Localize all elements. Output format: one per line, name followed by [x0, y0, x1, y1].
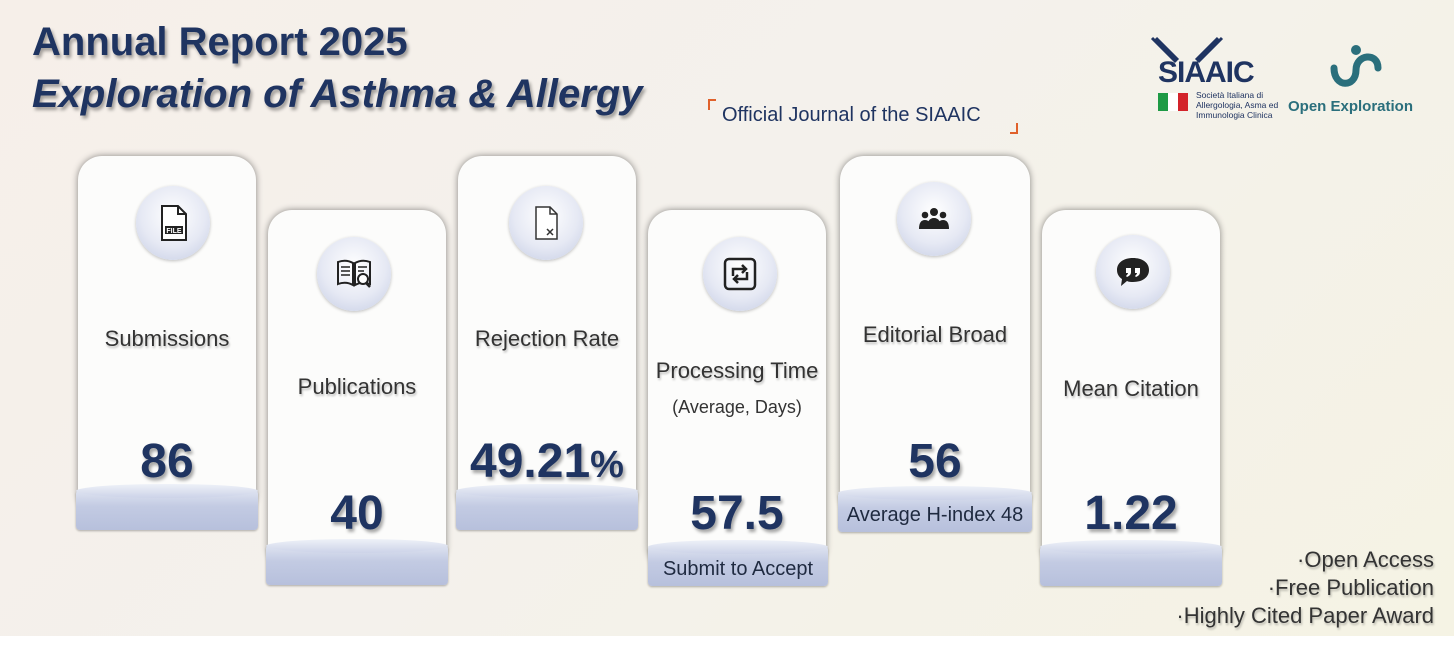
open-exploration-mark-icon [1330, 45, 1382, 87]
siaaic-name: SIAAIC [1158, 56, 1255, 89]
siaaic-subtitle: Società Italiana di Allergologia, Asma e… [1196, 90, 1279, 120]
publications-icon-circle [317, 237, 391, 311]
cycle-icon [723, 257, 757, 291]
siaaic-logo: SIAAIC Società Italiana di Allergologia,… [1146, 36, 1282, 126]
submissions-value: 86 [140, 435, 194, 488]
editorial-board-value: 56 [908, 435, 962, 488]
processing-time-pedestal [648, 540, 828, 586]
processing-time-note: Submit to Accept [662, 558, 814, 580]
processing-time-icon-circle [703, 237, 777, 311]
processing-time-value: 57.5 [690, 487, 784, 540]
rejection-rate-value: 49.21% [452, 434, 642, 489]
editorial-board-label: Editorial Broad [862, 322, 1008, 347]
editorial-board-pedestal [838, 486, 1032, 532]
rejection-rate-pedestal [456, 484, 638, 530]
bracket-left-decoration [708, 99, 716, 110]
publications-value: 40 [330, 487, 384, 540]
rejection-rate-unit: % [590, 444, 624, 486]
feature-open-access: ·Open Access [1297, 547, 1434, 572]
italy-flag-icon [1158, 93, 1188, 111]
submissions-icon-circle: FILE [136, 186, 210, 260]
mean-citation-icon-circle [1096, 235, 1170, 309]
feature-free-publication: ·Free Publication [1267, 575, 1434, 600]
rejection-rate-icon-circle [509, 186, 583, 260]
quote-icon [1117, 258, 1149, 286]
open-exploration-name: Open Exploration [1288, 98, 1414, 115]
open-exploration-logo: Open Exploration [1286, 42, 1426, 122]
rejection-rate-label: Rejection Rate [474, 326, 620, 351]
siaaic-emblem-icon [1150, 36, 1224, 64]
processing-time-sublabel: (Average, Days) [672, 397, 802, 417]
publications-label: Publications [297, 374, 417, 399]
publications-pedestal [266, 539, 448, 585]
features-list: ·Open Access ·Free Publication ·Highly C… [1176, 546, 1434, 630]
svg-text:FILE: FILE [166, 228, 181, 235]
book-search-icon [337, 259, 371, 288]
document-x-icon [535, 206, 558, 240]
journal-title: Exploration of Asthma & Allergy [32, 72, 643, 116]
rejection-rate-number: 49.21 [470, 435, 591, 488]
file-icon: FILE [161, 205, 187, 241]
editorial-board-icon-circle [897, 182, 971, 256]
bracket-right-decoration [1010, 123, 1018, 134]
editorial-board-note: Average H-index 48 [846, 504, 1024, 526]
group-icon [919, 208, 949, 229]
processing-time-label: Processing Time [655, 358, 819, 383]
submissions-label: Submissions [104, 326, 230, 351]
mean-citation-label: Mean Citation [1063, 376, 1199, 401]
submissions-pedestal [76, 484, 258, 530]
mean-citation-pedestal [1040, 540, 1222, 586]
journal-tagline: Official Journal of the SIAAIC [722, 104, 981, 126]
feature-highly-cited-award: ·Highly Cited Paper Award [1176, 603, 1434, 628]
report-title: Annual Report 2025 [32, 20, 408, 64]
mean-citation-value: 1.22 [1084, 487, 1178, 540]
bottom-strip [0, 636, 1454, 648]
